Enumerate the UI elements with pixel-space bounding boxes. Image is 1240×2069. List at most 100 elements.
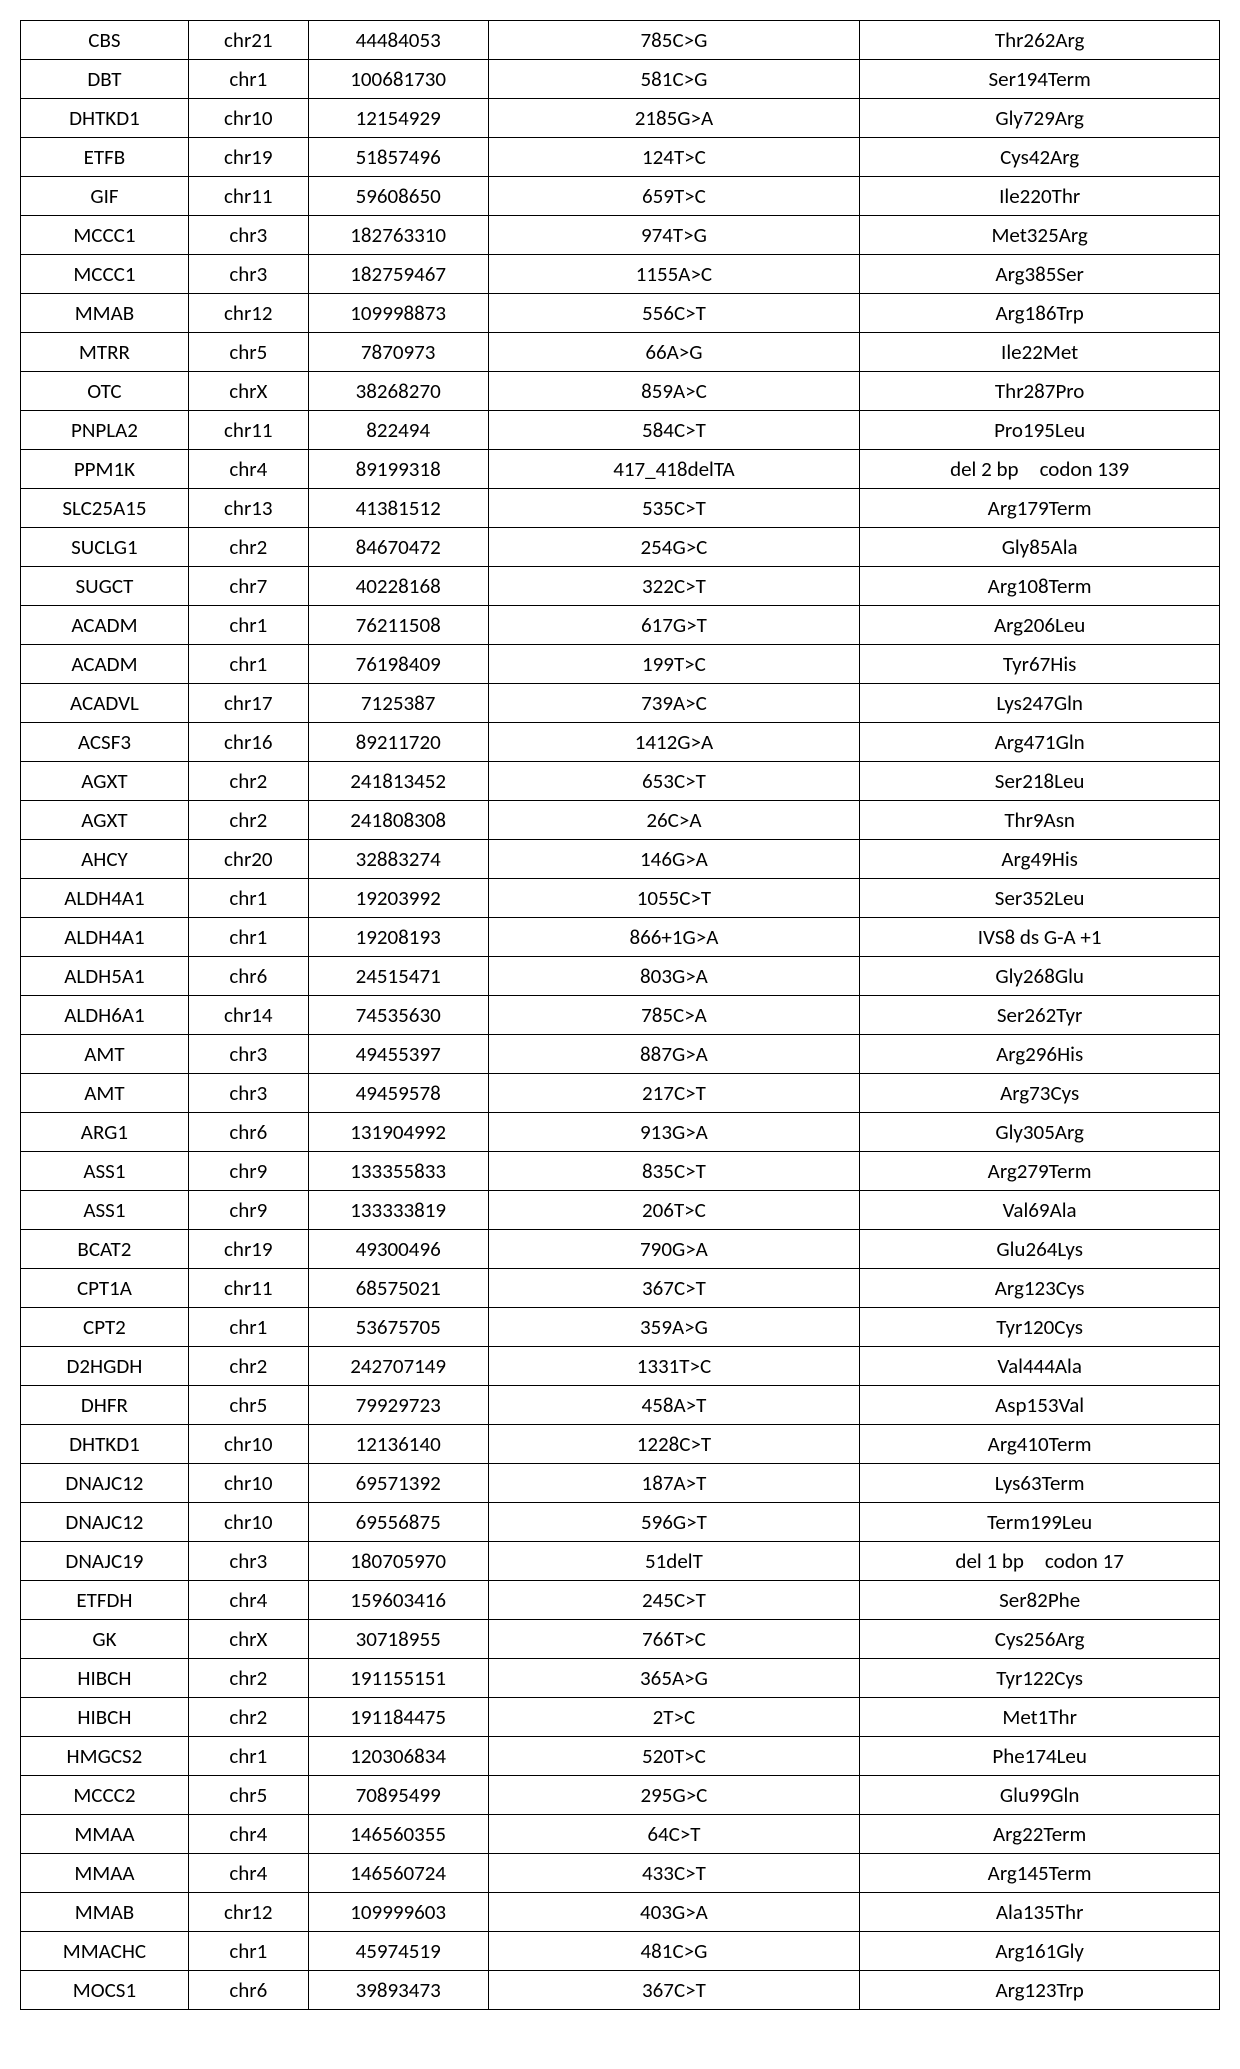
table-cell: 206T>C	[488, 1191, 860, 1230]
table-row: AGXTchr2241813452653C>TSer218Leu	[21, 762, 1220, 801]
table-cell: IVS8 ds G-A +1	[860, 918, 1220, 957]
table-row: DHTKD1chr10121549292185G>AGly729Arg	[21, 99, 1220, 138]
table-cell: chr1	[188, 1737, 308, 1776]
table-cell: ACADVL	[21, 684, 189, 723]
table-cell: Gly85Ala	[860, 528, 1220, 567]
table-cell: Tyr120Cys	[860, 1308, 1220, 1347]
table-cell: 38268270	[308, 372, 488, 411]
table-cell: 199T>C	[488, 645, 860, 684]
table-cell: ACSF3	[21, 723, 189, 762]
table-cell: Arg161Gly	[860, 1932, 1220, 1971]
table-cell: Lys247Gln	[860, 684, 1220, 723]
table-cell: 617G>T	[488, 606, 860, 645]
table-cell: CPT1A	[21, 1269, 189, 1308]
table-cell: Ser352Leu	[860, 879, 1220, 918]
table-cell: chr3	[188, 1542, 308, 1581]
table-cell: Term199Leu	[860, 1503, 1220, 1542]
table-cell: 109999603	[308, 1893, 488, 1932]
table-cell: 785C>G	[488, 21, 860, 60]
table-cell: Ile220Thr	[860, 177, 1220, 216]
table-row: DBTchr1100681730581C>GSer194Term	[21, 60, 1220, 99]
table-cell: MOCS1	[21, 1971, 189, 2010]
table-cell: chr10	[188, 99, 308, 138]
table-cell: 191184475	[308, 1698, 488, 1737]
table-cell: 458A>T	[488, 1386, 860, 1425]
table-cell: 133333819	[308, 1191, 488, 1230]
table-cell: chr9	[188, 1191, 308, 1230]
table-cell: Met325Arg	[860, 216, 1220, 255]
table-row: MOCS1chr639893473367C>TArg123Trp	[21, 1971, 1220, 2010]
table-cell: Arg123Cys	[860, 1269, 1220, 1308]
table-cell: chr2	[188, 1698, 308, 1737]
table-row: PNPLA2chr11822494584C>TPro195Leu	[21, 411, 1220, 450]
table-cell: 159603416	[308, 1581, 488, 1620]
table-cell: 403G>A	[488, 1893, 860, 1932]
table-cell: DBT	[21, 60, 189, 99]
table-cell: 74535630	[308, 996, 488, 1035]
table-cell: 245C>T	[488, 1581, 860, 1620]
table-cell: SUGCT	[21, 567, 189, 606]
table-cell: 100681730	[308, 60, 488, 99]
table-cell: ALDH4A1	[21, 918, 189, 957]
table-row: DNAJC12chr1069556875596G>TTerm199Leu	[21, 1503, 1220, 1542]
table-cell: 146G>A	[488, 840, 860, 879]
table-cell: DNAJC12	[21, 1464, 189, 1503]
table-cell: ETFB	[21, 138, 189, 177]
table-cell: chr10	[188, 1464, 308, 1503]
table-row: DNAJC12chr1069571392187A>TLys63Term	[21, 1464, 1220, 1503]
table-row: ALDH6A1chr1474535630785C>ASer262Tyr	[21, 996, 1220, 1035]
table-row: ARG1chr6131904992913G>AGly305Arg	[21, 1113, 1220, 1152]
table-cell: Arg145Term	[860, 1854, 1220, 1893]
table-row: ACADMchr176211508617G>TArg206Leu	[21, 606, 1220, 645]
table-cell: Arg296His	[860, 1035, 1220, 1074]
table-cell: 182759467	[308, 255, 488, 294]
table-cell: 64C>T	[488, 1815, 860, 1854]
table-cell: 7125387	[308, 684, 488, 723]
table-cell: chrX	[188, 1620, 308, 1659]
table-cell: chr3	[188, 216, 308, 255]
table-cell: chr1	[188, 1308, 308, 1347]
table-cell: Pro195Leu	[860, 411, 1220, 450]
table-cell: GK	[21, 1620, 189, 1659]
table-row: MCCC1chr31827594671155A>CArg385Ser	[21, 255, 1220, 294]
table-cell: ETFDH	[21, 1581, 189, 1620]
table-row: CPT1Achr1168575021367C>TArg123Cys	[21, 1269, 1220, 1308]
table-cell: OTC	[21, 372, 189, 411]
table-cell: SUCLG1	[21, 528, 189, 567]
table-cell: 295G>C	[488, 1776, 860, 1815]
table-cell: 49455397	[308, 1035, 488, 1074]
table-cell: Ser218Leu	[860, 762, 1220, 801]
table-row: ALDH4A1chr1192039921055C>TSer352Leu	[21, 879, 1220, 918]
table-cell: 766T>C	[488, 1620, 860, 1659]
table-cell: 49459578	[308, 1074, 488, 1113]
table-row: AMTchr349459578217C>TArg73Cys	[21, 1074, 1220, 1113]
table-row: AGXTchr224180830826C>AThr9Asn	[21, 801, 1220, 840]
table-cell: 359A>G	[488, 1308, 860, 1347]
table-cell: 76198409	[308, 645, 488, 684]
table-cell: 180705970	[308, 1542, 488, 1581]
table-cell: 70895499	[308, 1776, 488, 1815]
table-cell: chr4	[188, 450, 308, 489]
table-row: D2HGDHchr22427071491331T>CVal444Ala	[21, 1347, 1220, 1386]
table-row: HMGCS2chr1120306834520T>CPhe174Leu	[21, 1737, 1220, 1776]
table-row: ALDH4A1chr119208193866+1G>AIVS8 ds G-A +…	[21, 918, 1220, 957]
table-cell: del 1 bp codon 17	[860, 1542, 1220, 1581]
table-cell: chr2	[188, 1347, 308, 1386]
table-row: SUGCTchr740228168322C>TArg108Term	[21, 567, 1220, 606]
table-cell: GIF	[21, 177, 189, 216]
table-cell: 24515471	[308, 957, 488, 996]
table-cell: 365A>G	[488, 1659, 860, 1698]
table-cell: HIBCH	[21, 1698, 189, 1737]
table-cell: 1412G>A	[488, 723, 860, 762]
table-cell: 241813452	[308, 762, 488, 801]
table-cell: AGXT	[21, 762, 189, 801]
table-cell: HMGCS2	[21, 1737, 189, 1776]
table-cell: Arg73Cys	[860, 1074, 1220, 1113]
table-cell: chr11	[188, 1269, 308, 1308]
table-cell: 131904992	[308, 1113, 488, 1152]
table-row: SUCLG1chr284670472254G>CGly85Ala	[21, 528, 1220, 567]
table-cell: 790G>A	[488, 1230, 860, 1269]
table-cell: 44484053	[308, 21, 488, 60]
table-cell: D2HGDH	[21, 1347, 189, 1386]
table-row: OTCchrX38268270859A>CThr287Pro	[21, 372, 1220, 411]
